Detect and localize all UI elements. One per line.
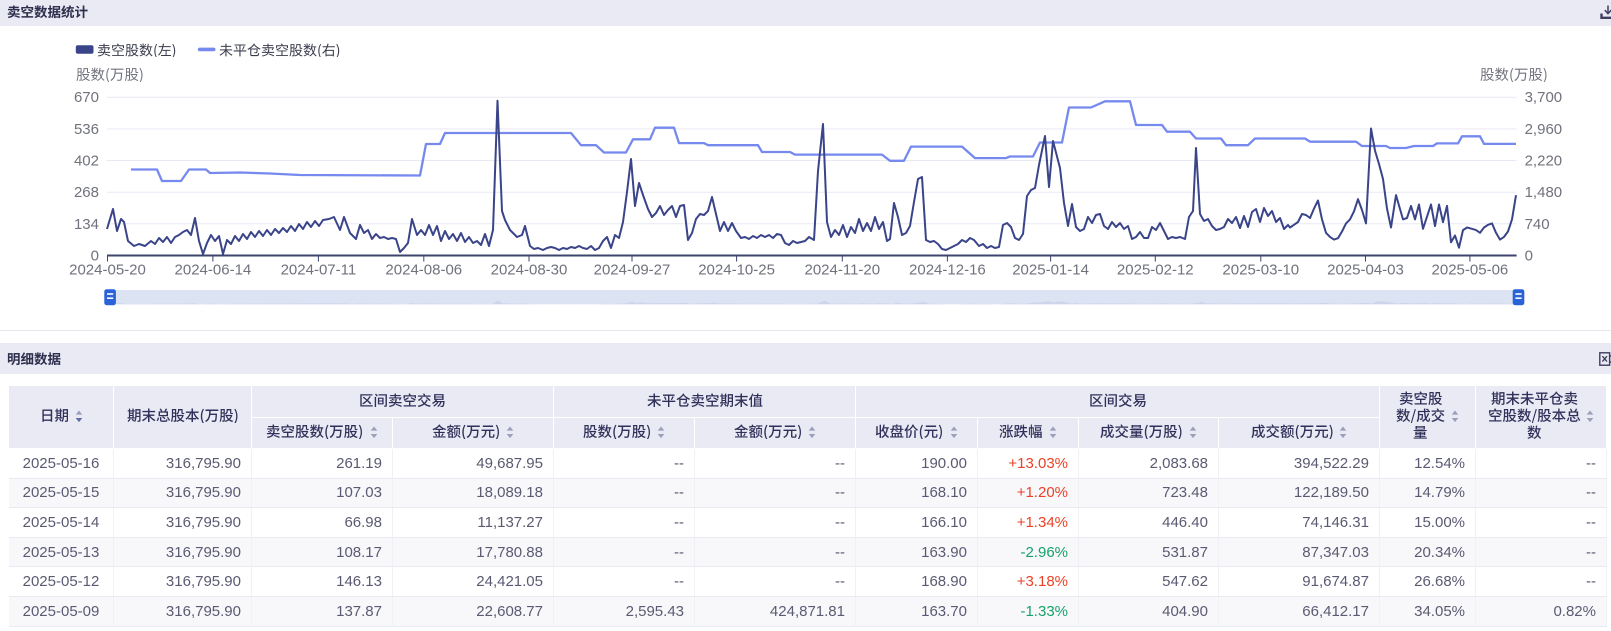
svg-text:2024-11-20: 2024-11-20: [804, 262, 880, 279]
svg-text:536: 536: [74, 121, 99, 138]
svg-text:2,220: 2,220: [1525, 153, 1563, 170]
svg-text:0: 0: [91, 248, 99, 265]
svg-text:2024-05-20: 2024-05-20: [69, 262, 146, 279]
svg-text:670: 670: [74, 89, 99, 106]
svg-text:2024-07-11: 2024-07-11: [281, 262, 357, 279]
svg-text:2025-05-06: 2025-05-06: [1432, 262, 1509, 279]
svg-text:402: 402: [74, 153, 99, 170]
svg-text:2025-01-14: 2025-01-14: [1012, 262, 1089, 279]
svg-text:2,960: 2,960: [1525, 121, 1563, 138]
svg-text:2024-06-14: 2024-06-14: [175, 262, 252, 279]
svg-text:0: 0: [1525, 248, 1533, 265]
svg-text:268: 268: [74, 184, 99, 201]
svg-text:2024-08-30: 2024-08-30: [491, 262, 568, 279]
svg-text:2024-12-16: 2024-12-16: [909, 262, 986, 279]
svg-text:2024-08-06: 2024-08-06: [385, 262, 462, 279]
svg-text:2024-10-25: 2024-10-25: [698, 262, 775, 279]
svg-text:1,480: 1,480: [1525, 184, 1563, 201]
svg-text:2025-02-12: 2025-02-12: [1117, 262, 1194, 279]
svg-text:2025-03-10: 2025-03-10: [1222, 262, 1299, 279]
svg-text:3,700: 3,700: [1525, 89, 1563, 106]
svg-text:740: 740: [1525, 216, 1550, 233]
svg-text:134: 134: [74, 216, 99, 233]
svg-text:2024-09-27: 2024-09-27: [594, 262, 671, 279]
svg-text:2025-04-03: 2025-04-03: [1327, 262, 1404, 279]
